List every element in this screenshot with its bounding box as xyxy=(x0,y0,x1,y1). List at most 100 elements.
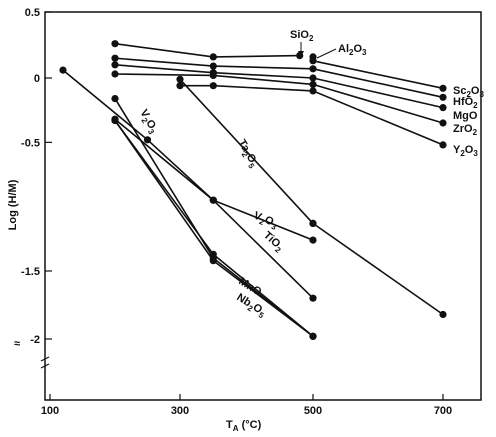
series-2-line xyxy=(312,60,444,90)
series-label-part: Y xyxy=(453,144,461,156)
series-4-line xyxy=(114,64,444,109)
series-label-part: 2 xyxy=(473,101,478,110)
series-0-point xyxy=(111,40,119,48)
series-label-part: 2 xyxy=(460,149,465,158)
series-10-point xyxy=(209,196,217,204)
series-5-point xyxy=(309,80,317,88)
series-label-part: 3 xyxy=(479,90,484,99)
series-label-part: ZrO xyxy=(453,123,473,135)
series-11-point xyxy=(209,250,217,258)
series-0-point xyxy=(209,53,217,61)
series-6-point xyxy=(209,82,217,90)
x-tick-label: 500 xyxy=(304,405,322,417)
y-axis-break-symbol: ≈ xyxy=(14,338,20,350)
series-6-line xyxy=(180,84,444,146)
series-label-10: V2O3 xyxy=(251,210,280,232)
series-label-part: SiO xyxy=(290,29,309,41)
series-label-part: 2 xyxy=(466,90,471,99)
series-layer xyxy=(59,40,447,340)
series-12-point xyxy=(309,332,317,340)
series-4-point xyxy=(439,104,447,112)
series-5-point xyxy=(209,71,217,79)
series-label-part: O xyxy=(471,85,480,97)
series-label-part: 2 xyxy=(273,245,283,255)
series-label-part: MgO xyxy=(453,110,478,122)
x-tick-label: 700 xyxy=(434,405,452,417)
series-3-point xyxy=(111,54,119,62)
series-6-point xyxy=(439,141,447,149)
series-label-5: ZrO2 xyxy=(453,123,478,137)
series-12-point xyxy=(111,116,119,125)
series-7-point xyxy=(176,75,184,83)
x-axis-title-sub: A xyxy=(233,424,239,433)
series-label-3: HfO2 xyxy=(453,96,478,110)
x-axis-ticks: 100 300 500 700 xyxy=(41,394,452,417)
y-axis-break-line-2 xyxy=(40,363,50,369)
series-label-0: SiO2 xyxy=(290,29,314,43)
series-label-part: Al xyxy=(338,43,349,55)
series-label-part: 3 xyxy=(146,128,156,137)
series-7-line xyxy=(179,78,314,224)
series-label-part: 3 xyxy=(270,222,278,232)
series-13-point xyxy=(439,310,447,319)
series-5-line xyxy=(114,73,444,124)
series-label-part: 3 xyxy=(362,48,367,57)
series-label-part: Sc xyxy=(453,85,466,97)
y-tick-label: -0.5 xyxy=(21,137,40,149)
y-tick-label: 0.5 xyxy=(25,7,40,19)
series-6-point xyxy=(176,82,184,90)
series-label-7: Ta2O5 xyxy=(234,138,261,171)
series-13-line xyxy=(312,222,444,316)
y-axis-break-line-1 xyxy=(40,356,50,362)
series-label-part: 2 xyxy=(240,150,250,159)
series-label-part: O xyxy=(465,144,474,156)
plot-frame xyxy=(44,11,482,401)
series-label-4: MgO xyxy=(453,110,478,122)
series-8-point xyxy=(111,95,119,103)
sio2-arrow-head xyxy=(298,51,304,57)
series-label-part: 5 xyxy=(246,162,256,171)
series-label-part: 2 xyxy=(139,116,149,125)
series-6-point xyxy=(309,87,317,95)
x-axis-title: TA (°C) xyxy=(226,419,262,433)
series-9-point xyxy=(309,294,317,302)
al2o3-leader-line xyxy=(316,48,337,59)
series-label-part: 2 xyxy=(473,128,478,137)
x-axis-title-unit: (°C) xyxy=(239,419,262,431)
series-0-line xyxy=(114,42,300,58)
series-label-6: Y2O3 xyxy=(453,144,478,158)
x-tick-label: 100 xyxy=(41,405,59,417)
series-label-part: O xyxy=(353,43,362,55)
series-label-part: 2 xyxy=(309,34,314,43)
y-axis-title: Log (H/M) xyxy=(7,179,19,230)
series-label-8: V2O3 xyxy=(136,108,161,137)
series-10-point xyxy=(143,136,152,144)
series-5-point xyxy=(439,119,447,127)
series-3-point xyxy=(209,62,217,70)
series-label-part: 2 xyxy=(349,48,354,57)
series-3-point xyxy=(439,93,447,101)
series-5-point xyxy=(111,70,119,78)
series-2-point xyxy=(439,84,447,92)
series-4-point xyxy=(309,74,317,82)
series-label-2: Sc2O3 xyxy=(453,85,484,99)
series-label-part: V xyxy=(252,210,264,224)
series-label-part: HfO xyxy=(453,96,474,108)
series-10-point xyxy=(59,66,67,74)
y-tick-label: 0 xyxy=(34,73,40,85)
y-axis-ticks: 0.5 0 -0.5 -1.5 -2 xyxy=(21,7,52,346)
series-3-point xyxy=(309,65,317,73)
x-axis-title-main: T xyxy=(226,419,233,431)
series-label-part: 3 xyxy=(473,149,478,158)
series-10-line xyxy=(62,69,314,241)
series-10-point xyxy=(309,236,317,244)
series-labels: SiO2Al2O3Sc2O3HfO2MgOZrO2Y2O3Ta2O5V2O3Ti… xyxy=(136,29,484,321)
series-label-part: 2 xyxy=(258,217,266,227)
series-4-point xyxy=(111,61,119,69)
series-label-1: Al2O3 xyxy=(338,43,367,57)
series-2-point xyxy=(309,57,317,65)
series-label-part: 2 xyxy=(246,303,255,313)
series-8-line xyxy=(114,98,314,337)
series-3-line xyxy=(114,57,444,99)
